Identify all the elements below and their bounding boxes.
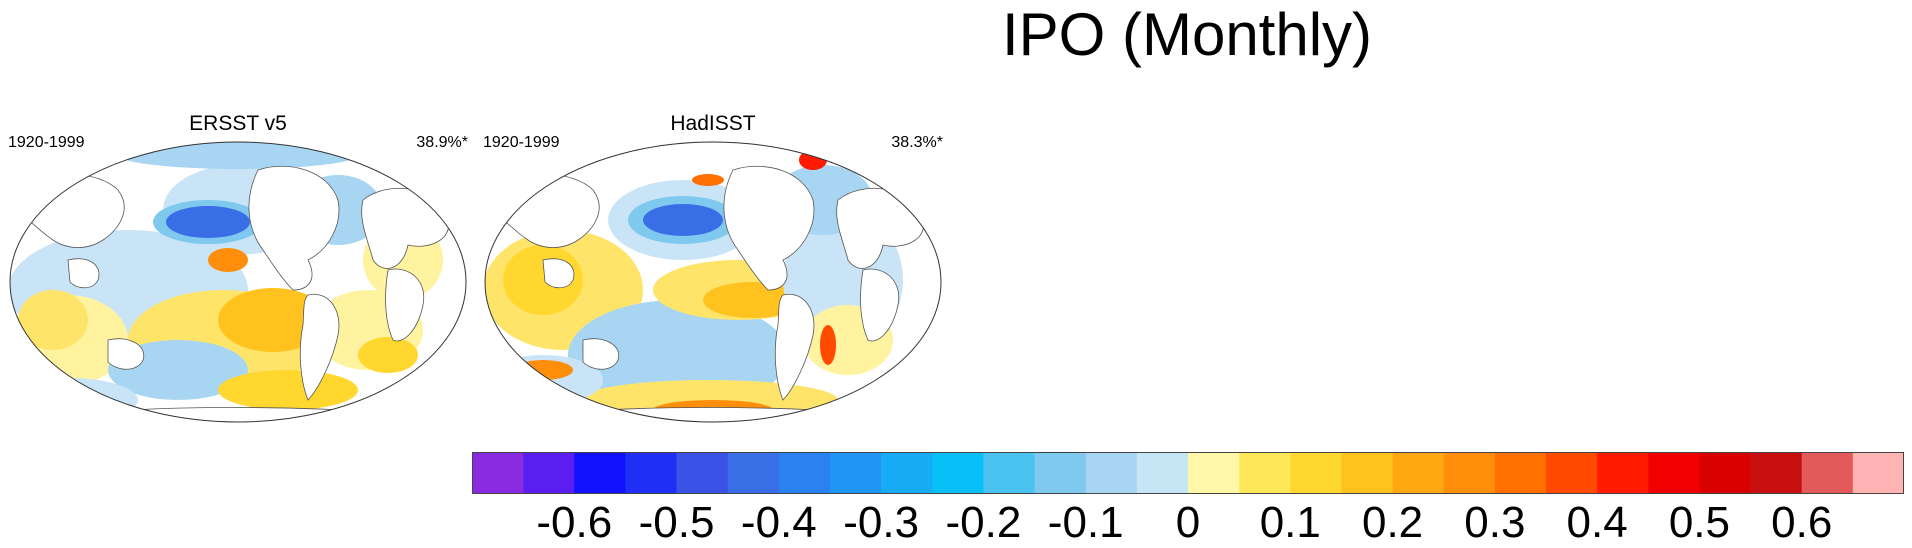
- colorbar-swatch: [1085, 452, 1138, 494]
- colorbar-swatch: [1034, 452, 1087, 494]
- colorbar-swatch: [1494, 452, 1547, 494]
- colorbar-tick-label: 0.4: [1566, 498, 1628, 547]
- colorbar-swatch: [830, 452, 882, 494]
- colorbar-swatch: [472, 452, 524, 494]
- colorbar-swatch: [1852, 452, 1904, 494]
- colorbar-tick-label: 0.3: [1464, 498, 1526, 547]
- sst-pattern-map: [9, 141, 467, 423]
- colorbar-swatch: [1188, 452, 1240, 494]
- colorbar-tick-label: -0.6: [536, 498, 613, 547]
- colorbar-swatch: [727, 452, 780, 494]
- colorbar-tick-label: -0.5: [638, 498, 715, 547]
- colorbar-tick-label: 0.6: [1771, 498, 1833, 547]
- colorbar-swatch: [1443, 452, 1496, 494]
- panel-title: ERSST v5: [189, 112, 287, 135]
- colorbar-labels: -0.6 -0.5 -0.4 -0.3 -0.2 -0.1 0 0.1 0.2 0.3 0.4 0.5…: [472, 498, 1904, 548]
- variance-label: 38.9%*: [416, 134, 468, 151]
- colorbar-swatch: [1290, 452, 1342, 494]
- colorbar-swatch: [523, 452, 575, 494]
- map-panel-ersst: ERSST v5 1920-1999 38.9%*: [8, 110, 468, 430]
- colorbar-tick-label: 0.2: [1361, 498, 1424, 547]
- colorbar-swatch: [1341, 452, 1393, 494]
- colorbar-swatch: [676, 452, 729, 494]
- variance-label: 38.3%*: [891, 134, 943, 151]
- colorbar-swatch: [1750, 452, 1803, 494]
- colorbar-tick-label: -0.4: [740, 498, 817, 547]
- colorbar-tick-label: 0.5: [1668, 498, 1731, 547]
- colorbar-swatch: [1392, 452, 1445, 494]
- colorbar: [472, 452, 1904, 494]
- period-label: 1920-1999: [483, 134, 560, 151]
- colorbar-swatch: [983, 452, 1035, 494]
- colorbar-swatch: [1136, 452, 1189, 494]
- colorbar-swatch: [1699, 452, 1751, 494]
- colorbar-swatch: [778, 452, 831, 494]
- sst-pattern-map: [484, 141, 942, 423]
- colorbar-swatch: [1648, 452, 1700, 494]
- colorbar-swatch: [1597, 452, 1649, 494]
- colorbar-swatch: [932, 452, 984, 494]
- colorbar-tick-label: -0.3: [843, 498, 920, 547]
- colorbar-swatch: [1801, 452, 1854, 494]
- panel-title: HadISST: [670, 112, 756, 135]
- colorbar-border: [472, 452, 1904, 494]
- map-panel-hadisst: HadISST 1920-1999 38.3%*: [483, 110, 943, 430]
- colorbar-swatch: [574, 452, 626, 494]
- period-label: 1920-1999: [8, 134, 85, 151]
- colorbar-tick-label: -0.1: [1047, 498, 1124, 547]
- colorbar-tick-label: 0.1: [1259, 498, 1321, 547]
- colorbar-swatch: [1546, 452, 1598, 494]
- figure-title: IPO (Monthly): [1001, 1, 1373, 68]
- colorbar-tick-label: 0: [1175, 498, 1201, 547]
- colorbar-swatch: [625, 452, 677, 494]
- colorbar-swatch: [881, 452, 933, 494]
- colorbar-tick-label: -0.2: [945, 498, 1022, 547]
- colorbar-swatch: [1239, 452, 1291, 494]
